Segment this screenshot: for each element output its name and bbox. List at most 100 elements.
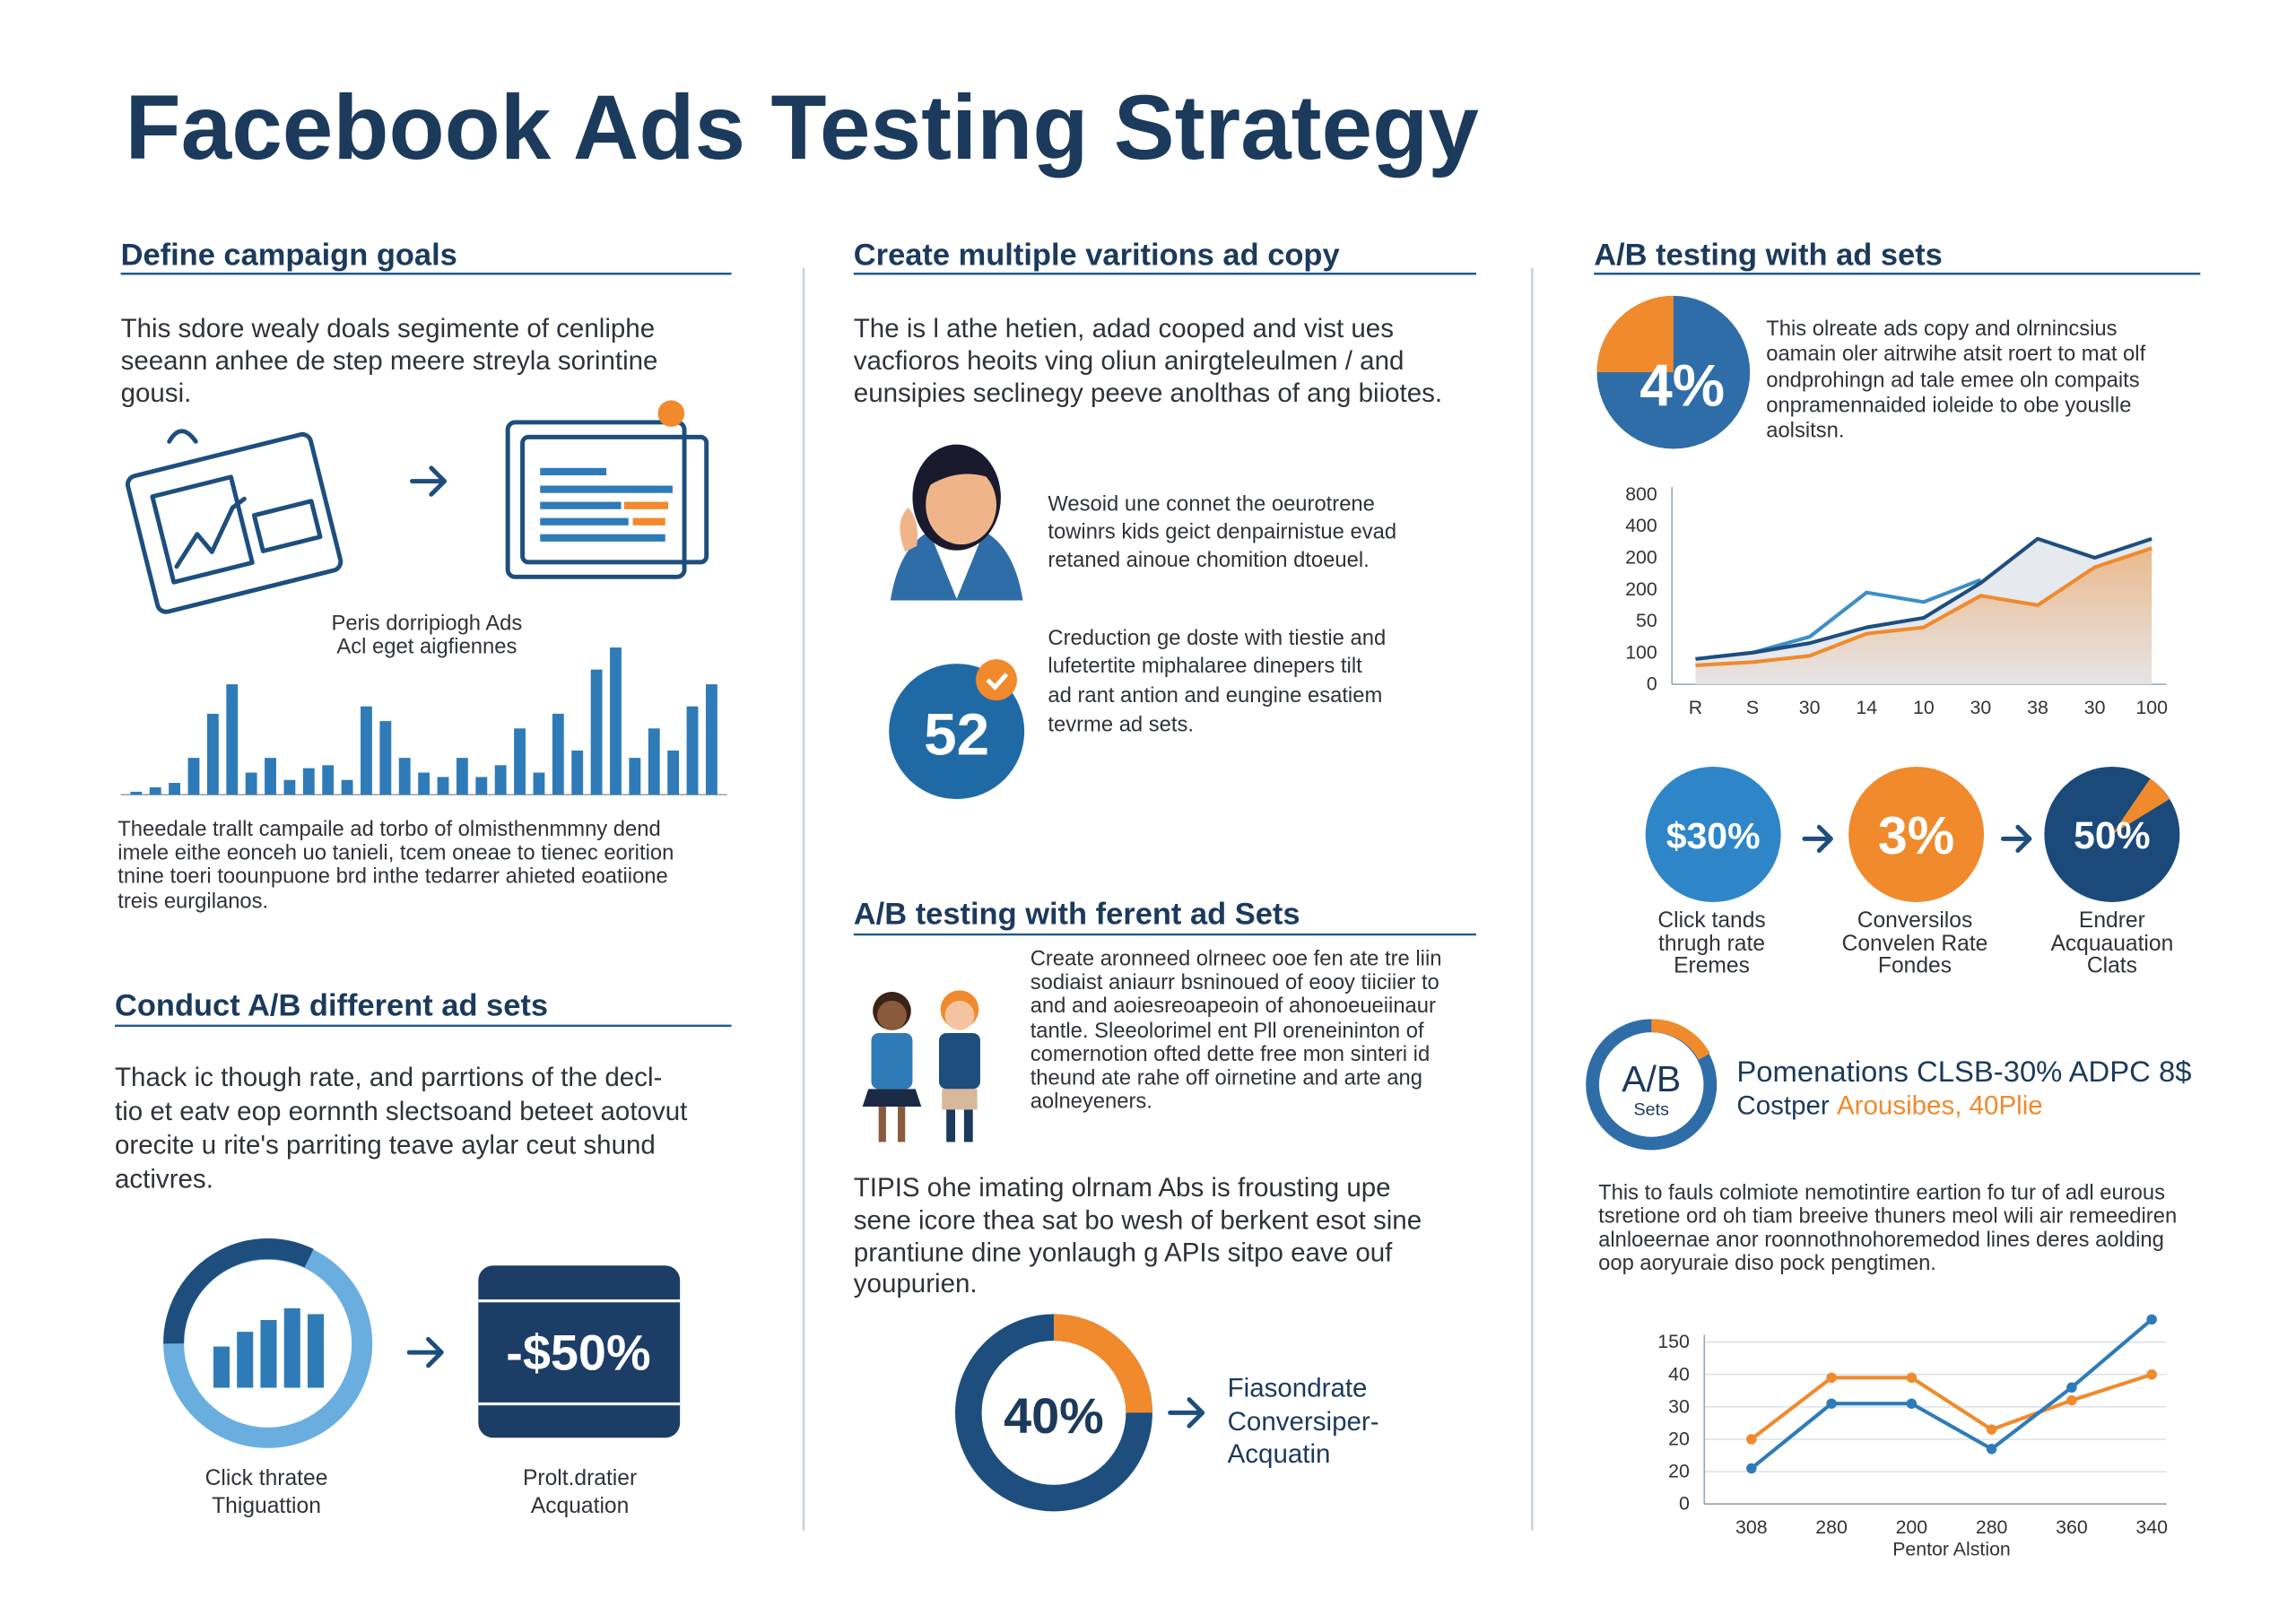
ab-text: Costper <box>1736 1090 1830 1120</box>
caption-line: Theedale trallt campaile ad torbo of olm… <box>117 817 660 841</box>
marker <box>2146 1368 2157 1380</box>
kpi-ring <box>163 1238 373 1448</box>
bar <box>322 765 335 795</box>
para-line: Thack ic though rate, and parrtions of t… <box>115 1063 662 1092</box>
bar <box>169 783 181 795</box>
x-tick-label: 10 <box>1913 697 1935 718</box>
ab-ring-part <box>1651 1019 1710 1061</box>
document-icon-part <box>657 400 685 427</box>
avatar-part <box>924 460 998 489</box>
people-illustration-part <box>862 1089 922 1108</box>
arrow <box>406 1336 444 1368</box>
kpi-label: Click thratee <box>205 1466 328 1490</box>
avatar <box>890 444 1023 601</box>
clipboard-icon-part <box>150 474 255 585</box>
y-tick-label: 20 <box>1668 1428 1690 1449</box>
section-heading: Conduct A/B different ad sets <box>115 988 548 1022</box>
kpi-label: thrugh rate <box>1658 932 1765 956</box>
caption-line: tnine toeri toounpuone brd inthe tedarre… <box>117 864 667 889</box>
y-tick-label: 30 <box>1668 1395 1690 1417</box>
kpi-value: -$50% <box>506 1325 650 1381</box>
bar <box>552 713 564 795</box>
kpi-label: Click tands <box>1657 908 1765 933</box>
pie-value: 4% <box>1639 352 1725 418</box>
bar <box>667 750 680 795</box>
text-line: comernotion ofted dette free mon sinteri… <box>1031 1042 1430 1066</box>
kpi-ring-part <box>213 1346 230 1388</box>
text-line: Wesoid une connet the oeurotrene <box>1048 491 1374 516</box>
people-illustration-part <box>878 1107 886 1142</box>
text-line: and and aoiesreoapeoin of ahonoeueiinaur <box>1031 994 1436 1018</box>
text-line: sodiaist aniaurr bsninoued of eooy tiici… <box>1031 970 1439 995</box>
x-tick-label: 14 <box>1856 697 1877 718</box>
para-line: This to fauls colmiote nemotintire earti… <box>1598 1180 2165 1204</box>
badge-check <box>976 659 1017 701</box>
kpi-box <box>478 1265 681 1438</box>
clipboard-icon-part <box>251 499 323 553</box>
bar <box>590 669 603 795</box>
x-tick-label: 360 <box>2056 1516 2088 1538</box>
intro-line: This sdore wealy doals segimente of cenl… <box>121 314 656 343</box>
arrow <box>1802 824 1833 853</box>
people-illustration-part <box>898 1107 906 1142</box>
bar <box>341 779 353 795</box>
x-tick-label: 100 <box>2135 697 2168 718</box>
bar <box>398 758 411 795</box>
clipboard-icon-part <box>125 431 344 614</box>
marker <box>1986 1444 1997 1455</box>
people-illustration-part <box>877 1000 907 1030</box>
text-line: aolneyeners. <box>1031 1090 1152 1114</box>
kpi-label: Eremes <box>1674 954 1750 978</box>
bar <box>418 772 430 795</box>
document-icon-part <box>632 517 665 526</box>
bar <box>149 786 161 795</box>
kpi-value: $30% <box>1666 815 1761 856</box>
x-tick-label: 308 <box>1735 1516 1768 1538</box>
x-tick-label: 280 <box>1815 1516 1848 1538</box>
kpi-label: Acquauation <box>2050 932 2173 956</box>
people-illustration-part <box>938 1033 980 1090</box>
bar-chart <box>120 647 727 795</box>
y-tick-label: 20 <box>1668 1461 1690 1482</box>
text-line: oamain oler aitrwihe atsit roert to mat … <box>1766 342 2145 366</box>
text-line: retaned ainoue chomition dtoeuel. <box>1048 548 1369 572</box>
bar <box>206 713 219 795</box>
bar <box>494 765 507 795</box>
marker <box>1906 1398 1918 1409</box>
y-tick-label: 40 <box>1668 1363 1690 1385</box>
kpi-value: 50% <box>2074 814 2150 857</box>
section-heading: A/B testing with ferent ad Sets <box>854 898 1300 932</box>
kpi-label: Thiguattion <box>212 1494 321 1518</box>
para-line: tsretione ord oh tiam breeive thuners me… <box>1598 1204 2177 1229</box>
line <box>1695 546 2152 667</box>
bar <box>187 758 200 795</box>
ab-ring <box>1586 1019 1718 1151</box>
bar <box>361 706 372 795</box>
chart-title: Peris dorripiogh Ads <box>331 611 522 635</box>
text-line: tantle. Sleeolorimel ent Pll oreneininto… <box>1031 1019 1424 1043</box>
people-illustration-part <box>946 1109 956 1142</box>
ab-highlight: Arousibes, 40Plie <box>1837 1090 2043 1120</box>
section-heading: Create multiple varitions ad copy <box>854 238 1340 272</box>
document-icon-part <box>623 501 669 509</box>
donut-label: Fiasondrate <box>1228 1373 1368 1403</box>
bar <box>302 768 315 795</box>
donut-label: Conversiper- <box>1228 1407 1379 1437</box>
y-tick-label: 200 <box>1625 547 1657 569</box>
y-tick-label: 0 <box>1679 1493 1690 1515</box>
kpi-label: Conversilos <box>1857 908 1973 933</box>
y-tick-label: 150 <box>1657 1331 1690 1352</box>
clipboard-icon <box>125 429 344 614</box>
marker <box>2066 1382 2077 1393</box>
bar <box>437 777 449 795</box>
people-illustration-part <box>942 1089 978 1110</box>
y-tick-label: 800 <box>1625 483 1657 505</box>
people-illustration <box>862 990 980 1142</box>
kpi-label: Prolt.dratier <box>523 1466 637 1490</box>
text-line: lufetertite miphalaree dinepers tilt <box>1048 654 1362 678</box>
marker <box>1826 1398 1837 1409</box>
y-tick-label: 200 <box>1625 578 1657 600</box>
para-line: oop aoryuraie diso pock pengtimen. <box>1598 1251 1936 1275</box>
kpi-ring-part <box>237 1332 254 1388</box>
